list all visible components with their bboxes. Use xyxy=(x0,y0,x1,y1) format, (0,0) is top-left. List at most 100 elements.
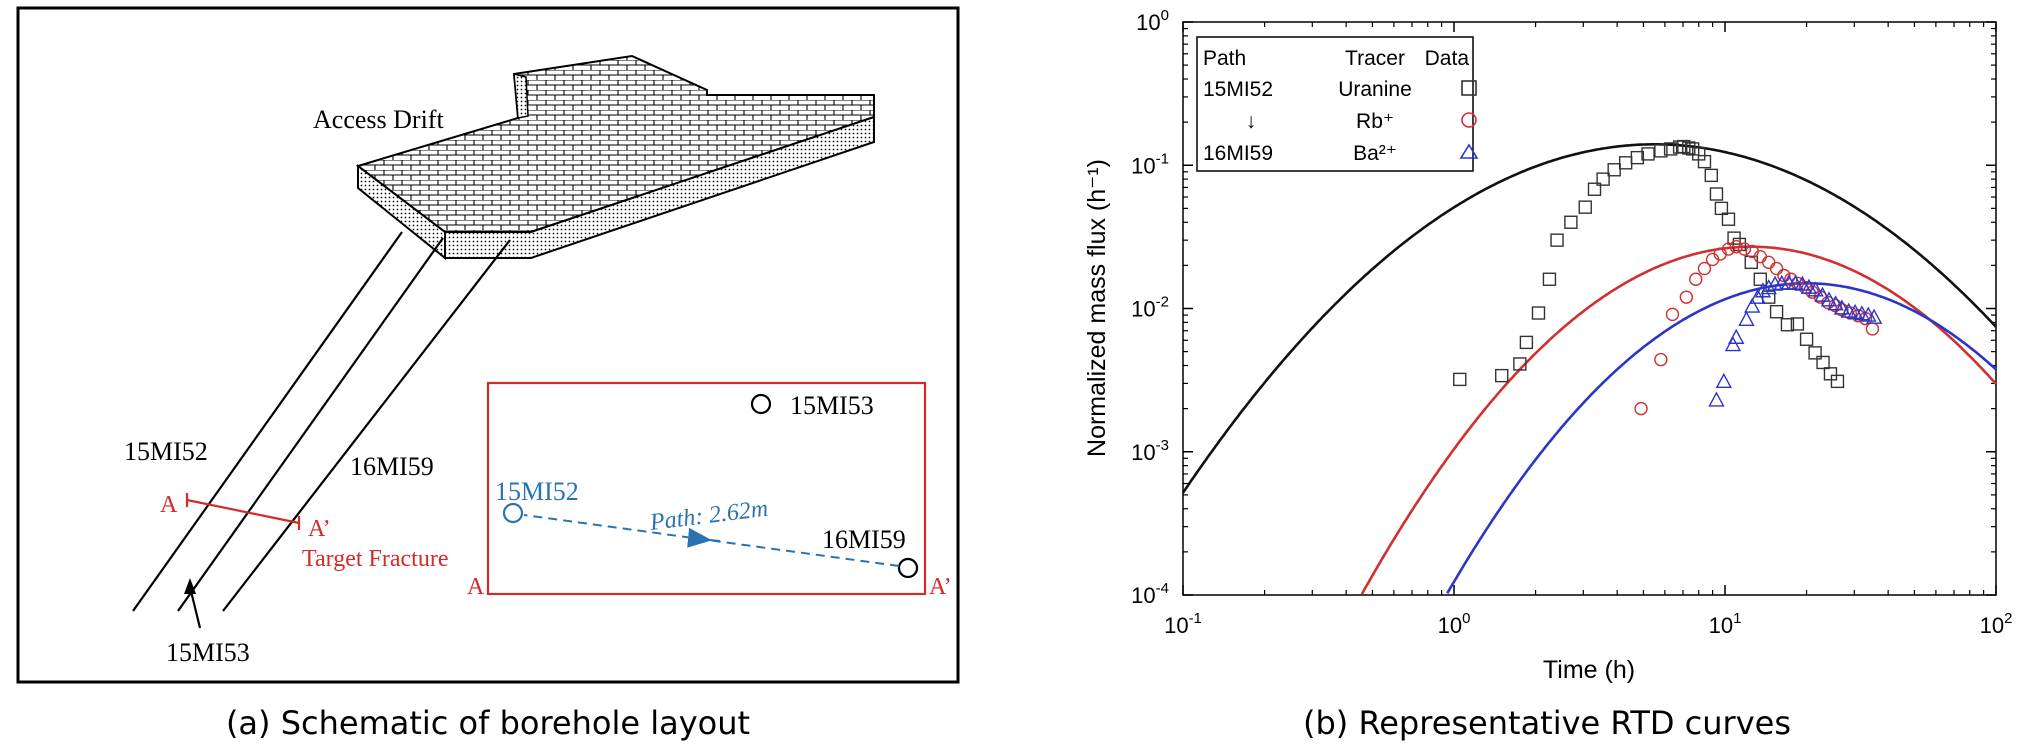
borehole-label-16mi59: 16MI59 xyxy=(350,452,434,481)
legend-marker-triangle xyxy=(1459,143,1479,159)
data-point-uranine xyxy=(1578,200,1592,214)
data-point-uranine xyxy=(1564,215,1578,229)
data-point-uranine xyxy=(1790,317,1805,331)
y-axis-label: Normalized mass flux (h⁻¹) xyxy=(1083,159,1111,457)
data-point-uranine xyxy=(1709,187,1724,201)
pointer-arrow xyxy=(184,578,202,629)
data-point-uranine xyxy=(1816,355,1830,370)
legend-header-path: Path xyxy=(1203,47,1246,70)
data-point-ba xyxy=(1794,275,1811,291)
y-tick-label: 10-2 xyxy=(1131,294,1169,322)
data-point-uranine xyxy=(1697,154,1712,169)
legend-marker-square xyxy=(1461,80,1477,96)
access-drift-label: Access Drift xyxy=(313,105,444,134)
inset-corner-a-prime: A’ xyxy=(929,574,952,600)
data-point-uranine xyxy=(1830,374,1845,389)
borehole-label-15mi53: 15MI53 xyxy=(166,638,250,667)
legend-path-from: 15MI52 xyxy=(1203,78,1273,101)
data-point-ba xyxy=(1715,372,1732,389)
data-point-uranine xyxy=(1630,150,1645,165)
data-point-uranine xyxy=(1550,233,1564,247)
data-point-rb xyxy=(1665,307,1680,322)
data-point-uranine xyxy=(1704,168,1718,183)
legend-tracer-ba: Ba²⁺ xyxy=(1353,142,1397,165)
data-point-uranine xyxy=(1641,147,1655,161)
y-tick-label: 10-3 xyxy=(1131,437,1169,465)
data-point-rb xyxy=(1721,242,1736,256)
data-point-ba xyxy=(1820,291,1838,307)
data-point-ba xyxy=(1833,299,1851,315)
hole-marker-16mi59 xyxy=(897,557,919,579)
y-tick-label: 10-1 xyxy=(1131,150,1169,178)
data-points xyxy=(1453,139,1883,416)
data-point-rb xyxy=(1769,261,1784,276)
data-point-uranine xyxy=(1531,306,1546,320)
x-tick-label: 101 xyxy=(1709,610,1742,638)
data-point-rb xyxy=(1679,290,1694,304)
data-point-uranine xyxy=(1513,357,1527,371)
data-point-ba xyxy=(1738,310,1755,327)
data-point-ba xyxy=(1865,308,1883,324)
legend-tracer-uranine: Uranine xyxy=(1338,78,1412,101)
data-point-rb xyxy=(1865,322,1880,336)
access-drift-block xyxy=(355,54,875,261)
data-point-uranine xyxy=(1823,367,1838,381)
data-point-rb xyxy=(1634,401,1648,416)
path-line xyxy=(523,514,900,567)
data-point-uranine xyxy=(1654,144,1668,158)
legend-marker-circle xyxy=(1461,112,1477,128)
data-point-uranine xyxy=(1607,163,1621,177)
inset-label-16mi59: 16MI59 xyxy=(822,525,906,554)
data-point-ba xyxy=(1807,281,1824,297)
fit-curve-square xyxy=(1181,143,1997,494)
x-tick-label: 10-1 xyxy=(1164,610,1202,638)
data-point-uranine xyxy=(1618,156,1633,170)
caption-b: (b) Representative RTD curves xyxy=(1303,704,1791,742)
data-point-uranine xyxy=(1596,172,1610,186)
borehole-label-15mi52: 15MI52 xyxy=(124,437,208,466)
data-point-uranine xyxy=(1808,346,1822,360)
data-point-uranine xyxy=(1663,142,1678,156)
data-point-uranine xyxy=(1769,304,1784,319)
caption-a: (a) Schematic of borehole layout xyxy=(226,704,750,742)
data-point-ba xyxy=(1814,286,1831,302)
data-point-uranine xyxy=(1542,272,1557,286)
data-point-ba xyxy=(1754,282,1772,298)
x-axis-label: Time (h) xyxy=(1543,656,1635,684)
data-point-rb xyxy=(1654,352,1668,367)
legend-path-arrow: ↓ xyxy=(1246,110,1257,133)
inset-label-15mi52: 15MI52 xyxy=(495,477,579,506)
hole-marker-15mi53 xyxy=(750,393,772,415)
legend-header-tracer: Tracer xyxy=(1345,47,1405,70)
x-tick-label: 102 xyxy=(1980,610,2013,638)
hole-marker-15mi52 xyxy=(502,502,524,524)
data-point-uranine xyxy=(1744,255,1758,270)
data-point-rb xyxy=(1689,272,1703,286)
data-point-ba xyxy=(1744,297,1761,313)
legend-box xyxy=(1196,36,1474,172)
data-point-ba xyxy=(1760,279,1777,295)
inset-label-15mi53: 15MI53 xyxy=(790,391,874,420)
data-point-ba xyxy=(1708,391,1725,407)
section-mark-a-prime: A’ xyxy=(308,516,331,542)
fit-curve-circle xyxy=(1360,245,1997,595)
inset-corner-a: A xyxy=(467,574,485,600)
legend-tracer-rb: Rb⁺ xyxy=(1356,110,1394,133)
fit-curve-triangle xyxy=(1446,282,1997,594)
schematic-panel: Access Drift 15MI52 16MI59 15MI53 A A’ T… xyxy=(16,6,960,742)
data-point-rb xyxy=(1737,242,1752,256)
data-point-ba xyxy=(1800,278,1818,294)
section-line xyxy=(185,493,301,530)
fracture-inset: 15MI53 15MI52 16MI59 Path: 2.62m A A’ xyxy=(467,381,952,600)
x-tick-label: 100 xyxy=(1438,610,1471,638)
data-point-rb xyxy=(1729,240,1743,254)
data-point-rb xyxy=(1762,255,1776,270)
path-arrow xyxy=(687,527,721,548)
data-point-uranine xyxy=(1753,272,1768,286)
data-point-uranine xyxy=(1453,372,1467,387)
borehole-lines xyxy=(132,231,511,612)
data-point-uranine xyxy=(1519,335,1534,350)
data-point-uranine xyxy=(1677,139,1691,154)
data-point-uranine xyxy=(1587,182,1602,196)
